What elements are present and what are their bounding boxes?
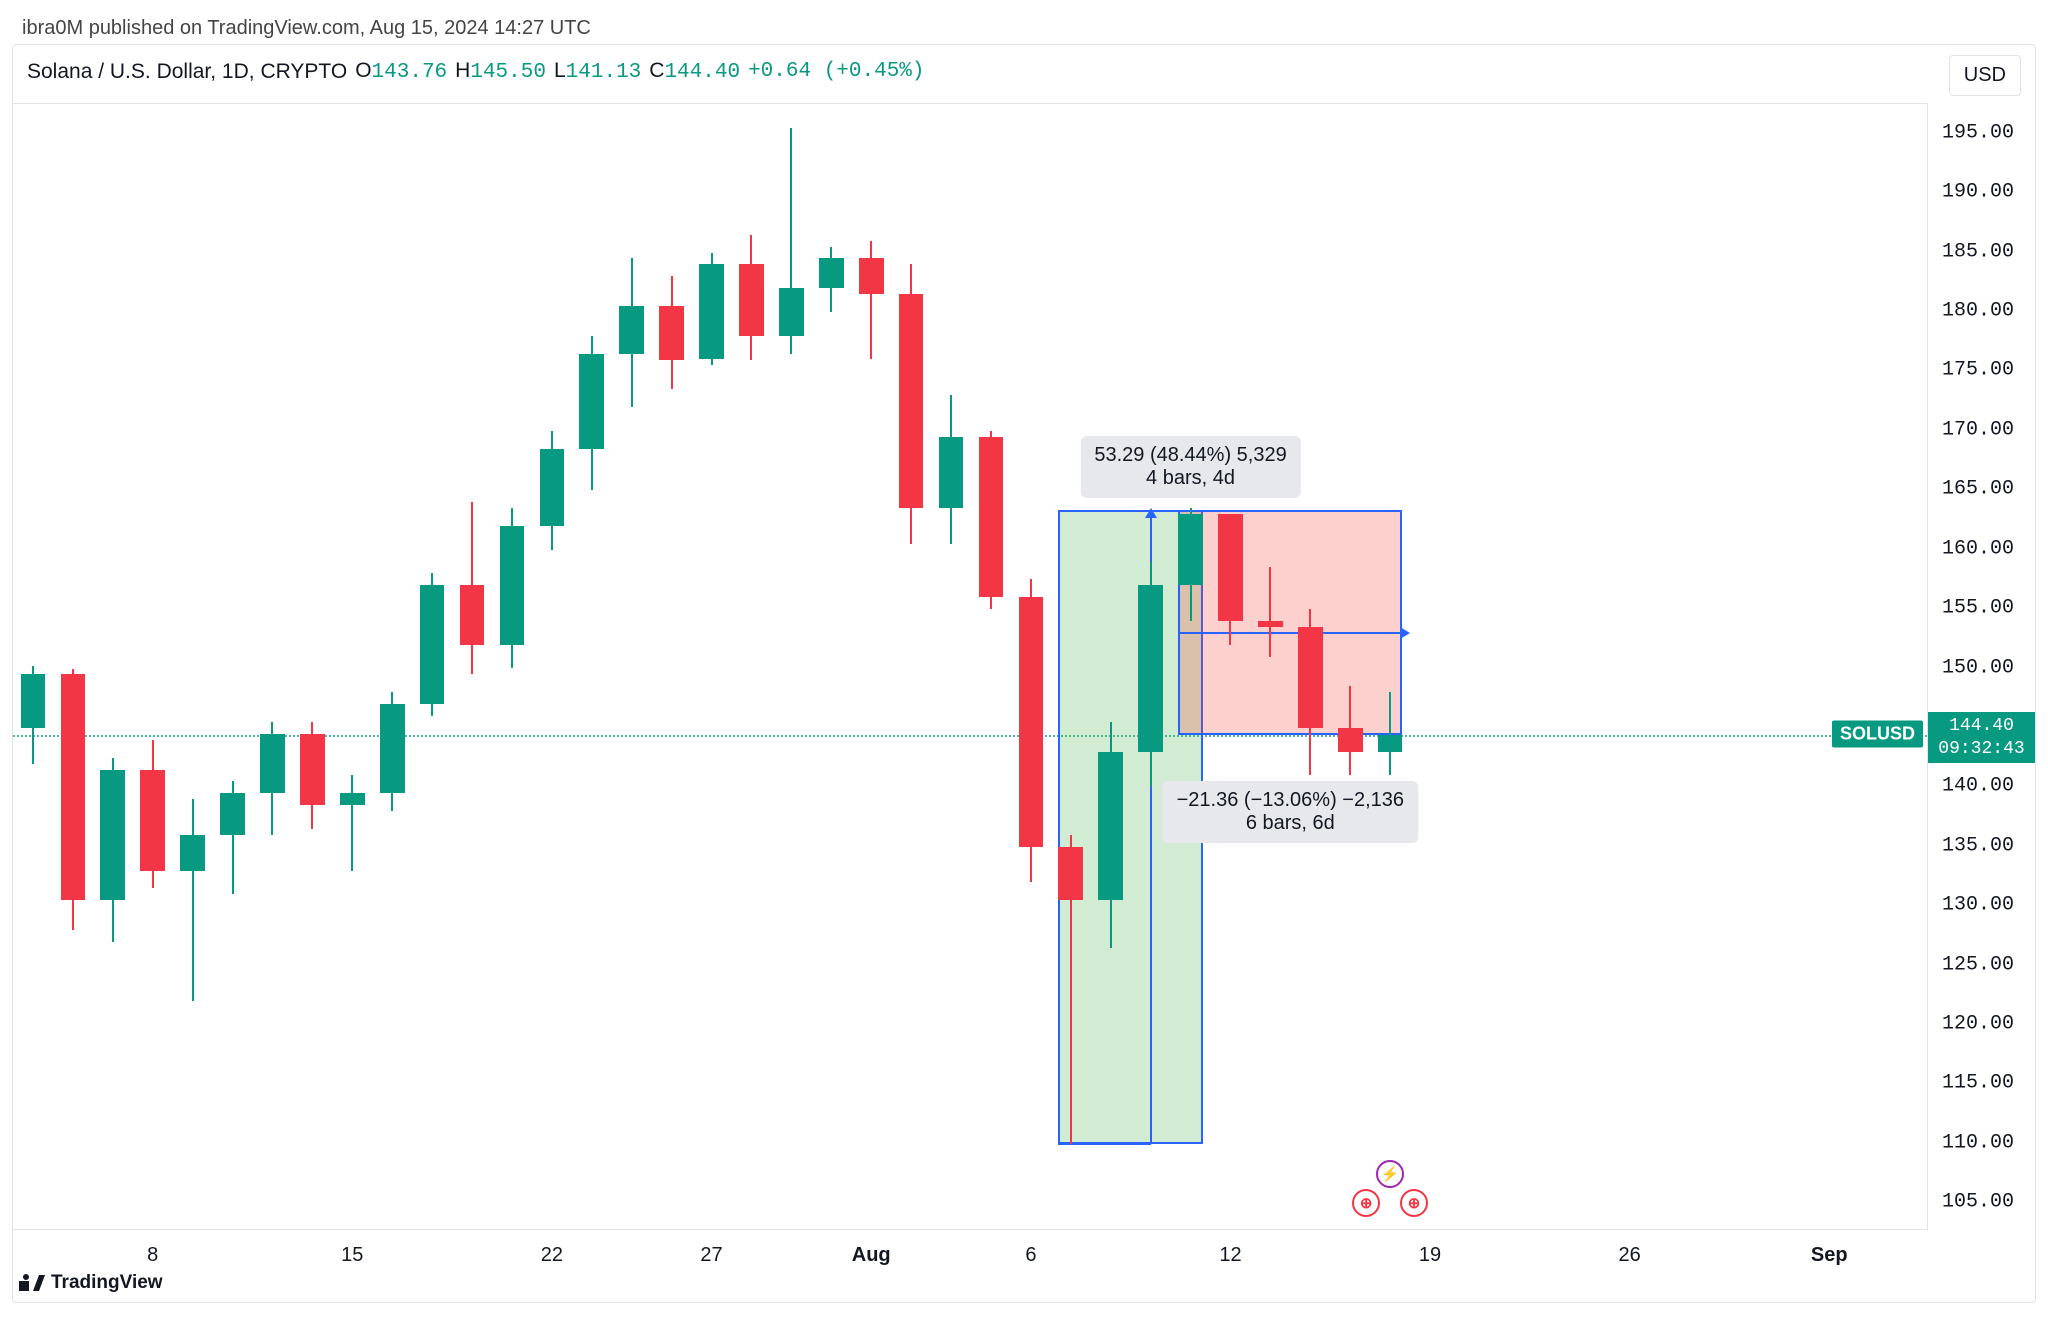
price-tick: 175.00 <box>1928 359 2035 382</box>
symbol-tag: SOLUSD <box>1832 721 1923 748</box>
time-tick: 8 <box>147 1244 158 1267</box>
candle-body[interactable] <box>1058 847 1083 900</box>
candle-body[interactable] <box>579 354 604 449</box>
candle-body[interactable] <box>340 793 365 805</box>
l-value: 141.13 <box>566 61 642 84</box>
price-tick: 180.00 <box>1928 299 2035 322</box>
price-tick: 115.00 <box>1928 1072 2035 1095</box>
candle-body[interactable] <box>1338 728 1363 752</box>
time-tick: Aug <box>852 1244 891 1267</box>
candle-body[interactable] <box>739 264 764 335</box>
currency-button[interactable]: USD <box>1949 55 2021 96</box>
candle-body[interactable] <box>300 734 325 805</box>
time-tick: 15 <box>341 1244 363 1267</box>
price-axis[interactable]: 105.00 110.00 115.00 120.00 125.00 130.00 135.… <box>1927 103 2035 1230</box>
symbol-label[interactable]: Solana / U.S. Dollar, 1D, CRYPTO <box>27 60 347 84</box>
candle-body[interactable] <box>779 288 804 336</box>
candle-body[interactable] <box>699 264 724 359</box>
candle-wick <box>351 775 353 870</box>
candle-body[interactable] <box>420 585 445 704</box>
price-tick: 140.00 <box>1928 775 2035 798</box>
price-tick: 195.00 <box>1928 121 2035 144</box>
chart-container: Solana / U.S. Dollar, 1D, CRYPTO O143.76… <box>12 44 2036 1303</box>
change-value: +0.64 (+0.45%) <box>748 60 924 83</box>
measurement-label: −21.36 (−13.06%) −2,1366 bars, 6d <box>1163 781 1418 843</box>
event-icon[interactable]: ⊕ <box>1400 1189 1428 1217</box>
candle-body[interactable] <box>460 585 485 644</box>
h-value: 145.50 <box>470 61 546 84</box>
price-tick: 110.00 <box>1928 1131 2035 1154</box>
candle-body[interactable] <box>659 306 684 359</box>
candle-body[interactable] <box>100 770 125 901</box>
candle-body[interactable] <box>540 449 565 526</box>
candle-wick <box>1389 692 1391 775</box>
attribution-text: ibra0M published on TradingView.com, Aug… <box>22 17 591 40</box>
price-tick: 125.00 <box>1928 953 2035 976</box>
price-tick: 155.00 <box>1928 597 2035 620</box>
plot-area[interactable]: 53.29 (48.44%) 5,3294 bars, 4d −21.36 (−1… <box>13 103 1927 1230</box>
candle-body[interactable] <box>619 306 644 354</box>
candle-body[interactable] <box>1019 597 1044 847</box>
o-label: O <box>355 59 371 82</box>
time-tick: Sep <box>1811 1244 1848 1267</box>
price-tick: 120.00 <box>1928 1013 2035 1036</box>
o-value: 143.76 <box>372 61 448 84</box>
candle-body[interactable] <box>1218 514 1243 621</box>
candle-body[interactable] <box>220 793 245 835</box>
time-tick: 19 <box>1419 1244 1441 1267</box>
candle-body[interactable] <box>1178 514 1203 585</box>
price-tick: 160.00 <box>1928 537 2035 560</box>
event-icon[interactable]: ⊕ <box>1352 1189 1380 1217</box>
candle-body[interactable] <box>380 704 405 793</box>
candle-body[interactable] <box>61 674 86 900</box>
candle-body[interactable] <box>21 674 46 727</box>
price-tick: 135.00 <box>1928 834 2035 857</box>
measurement-label: 53.29 (48.44%) 5,3294 bars, 4d <box>1080 436 1300 498</box>
price-tick: 190.00 <box>1928 181 2035 204</box>
l-label: L <box>554 59 566 82</box>
candle-body[interactable] <box>1298 627 1323 728</box>
price-tick: 150.00 <box>1928 656 2035 679</box>
candle-body[interactable] <box>500 526 525 645</box>
current-price-tag: 144.4009:32:43 <box>1928 712 2035 763</box>
candle-body[interactable] <box>979 437 1004 597</box>
candle-body[interactable] <box>819 258 844 288</box>
candle-wick <box>1269 567 1271 656</box>
candle-wick <box>192 799 194 1001</box>
candle-body[interactable] <box>939 437 964 508</box>
symbol-ohlc-row: Solana / U.S. Dollar, 1D, CRYPTO O143.76… <box>27 59 925 84</box>
candle-body[interactable] <box>1098 752 1123 901</box>
candle-body[interactable] <box>1258 621 1283 627</box>
root: ibra0M published on TradingView.com, Aug… <box>0 0 2048 1321</box>
price-tick: 185.00 <box>1928 240 2035 263</box>
candle-body[interactable] <box>260 734 285 793</box>
time-tick: 12 <box>1219 1244 1241 1267</box>
price-tick: 105.00 <box>1928 1191 2035 1214</box>
c-label: C <box>649 59 664 82</box>
c-value: 144.40 <box>664 61 740 84</box>
price-tick: 130.00 <box>1928 894 2035 917</box>
h-label: H <box>455 59 470 82</box>
candle-body[interactable] <box>140 770 165 871</box>
price-tick: 170.00 <box>1928 418 2035 441</box>
time-tick: 6 <box>1025 1244 1036 1267</box>
time-tick: 26 <box>1619 1244 1641 1267</box>
time-tick: 27 <box>700 1244 722 1267</box>
candle-body[interactable] <box>180 835 205 871</box>
price-tick: 165.00 <box>1928 478 2035 501</box>
short-box[interactable] <box>1178 510 1402 735</box>
candle-body[interactable] <box>859 258 884 294</box>
time-tick: 22 <box>541 1244 563 1267</box>
time-axis[interactable]: TradingView 8152227Aug6121926Sep9 <box>13 1230 1927 1302</box>
candle-body[interactable] <box>1138 585 1163 751</box>
candle-body[interactable] <box>1378 735 1403 752</box>
tradingview-logo[interactable]: TradingView <box>19 1272 163 1294</box>
candle-body[interactable] <box>899 294 924 508</box>
event-icon[interactable]: ⚡ <box>1376 1160 1404 1188</box>
